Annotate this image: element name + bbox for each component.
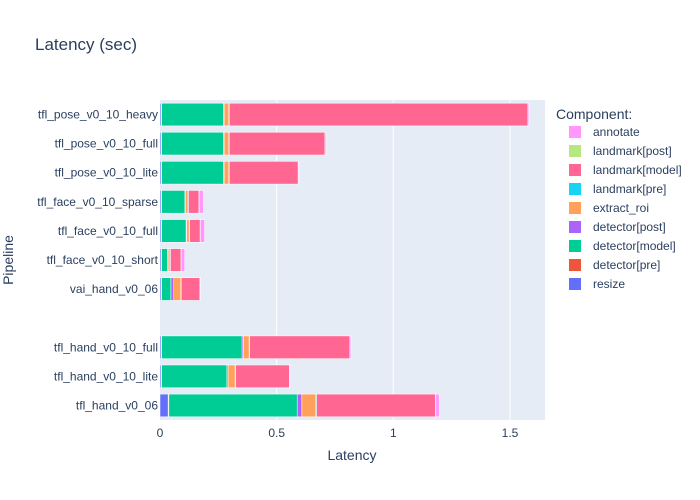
legend-label: detector[post] (593, 220, 666, 234)
y-tick-label: tfl_hand_v0_10_full (54, 340, 158, 354)
bar-segment (161, 190, 186, 214)
bar-segment (161, 277, 172, 301)
legend-swatch (569, 145, 581, 157)
x-tick-label: 0 (157, 426, 164, 440)
legend-title: Component: (556, 106, 632, 122)
bar-segment (527, 102, 530, 127)
bar-segment (229, 132, 326, 156)
bar-segment (170, 248, 182, 272)
y-tick-label: tfl_pose_v0_10_full (55, 137, 158, 151)
bar-segment (227, 364, 236, 388)
bar-segment (301, 393, 317, 418)
bar-segment (349, 335, 352, 359)
bar-segment (161, 364, 228, 388)
bar-segment (435, 393, 440, 418)
y-tick-label: tfl_face_v0_10_sparse (37, 195, 158, 209)
bar-segment (161, 161, 224, 185)
bar-segment (167, 248, 171, 272)
legend-label: detector[pre] (593, 258, 660, 272)
legend-swatch (569, 221, 581, 233)
bar-segment (296, 393, 303, 418)
bar-segment (161, 102, 224, 127)
chart-title: Latency (sec) (35, 35, 137, 54)
legend-swatch (569, 278, 581, 290)
bar-segment (186, 219, 190, 243)
bar-segment (298, 161, 300, 185)
bar-segment (324, 132, 327, 156)
bar-segment (289, 364, 291, 388)
y-tick-label: vai_hand_v0_06 (70, 282, 158, 296)
bar-segment (189, 219, 201, 243)
bar-segment (170, 277, 175, 301)
bar-segment (173, 277, 182, 301)
x-axis-title: Latency (327, 447, 376, 463)
legend-label: landmark[post] (593, 144, 672, 158)
legend-swatch (569, 183, 581, 195)
bar-segment (200, 219, 205, 243)
bar-segment (223, 132, 230, 156)
bar-segment (168, 393, 298, 418)
bar-segment (223, 161, 230, 185)
bar-segment (180, 248, 185, 272)
y-axis-title: Pipeline (0, 235, 16, 285)
legend-swatch (569, 259, 581, 271)
bar-segment (161, 132, 224, 156)
bar-segment (235, 364, 290, 388)
legend-swatch (569, 202, 581, 214)
legend-swatch (569, 164, 581, 176)
bar-segment (161, 335, 243, 359)
bar-segment (316, 393, 436, 418)
legend: Component: annotate landmark[post] landmar… (556, 106, 682, 291)
y-tick-label: tfl_pose_v0_10_heavy (38, 108, 158, 122)
bars (159, 102, 530, 418)
legend-label: landmark[pre] (593, 182, 666, 196)
bar-segment (249, 335, 351, 359)
x-tick-label: 1 (390, 426, 397, 440)
bar-segment (159, 393, 169, 418)
y-tick-labels: tfl_pose_v0_10_heavy tfl_pose_v0_10_fullt… (37, 108, 158, 413)
bar-segment (198, 190, 204, 214)
legend-label: extract_roi (593, 201, 649, 215)
bar-segment (161, 248, 168, 272)
bar-segment (199, 277, 201, 301)
bar-segment (243, 335, 250, 359)
legend-label: resize (593, 277, 625, 291)
legend-label: landmark[model] (593, 163, 682, 177)
legend-label: annotate (593, 125, 640, 139)
bar-segment (229, 102, 529, 127)
bar-segment (185, 190, 189, 214)
legend-swatch (569, 126, 581, 138)
bar-segment (188, 190, 200, 214)
bar-segment (223, 102, 230, 127)
legend-swatch (569, 240, 581, 252)
y-tick-label: tfl_hand_v0_10_lite (54, 369, 158, 383)
bar-segment (161, 219, 187, 243)
x-tick-label: 0.5 (268, 426, 285, 440)
bar-segment (180, 277, 201, 301)
legend-label: detector[model] (593, 239, 676, 253)
y-tick-label: tfl_hand_v0_06 (76, 398, 158, 412)
x-tick-label: 1.5 (502, 426, 519, 440)
y-tick-label: tfl_face_v0_10_full (58, 224, 158, 238)
y-tick-label: tfl_pose_v0_10_lite (55, 166, 159, 180)
y-tick-label: tfl_face_v0_10_short (47, 253, 159, 267)
bar-segment (229, 161, 299, 185)
x-tick-labels: 0 0.5 1 1.5 (157, 426, 519, 440)
